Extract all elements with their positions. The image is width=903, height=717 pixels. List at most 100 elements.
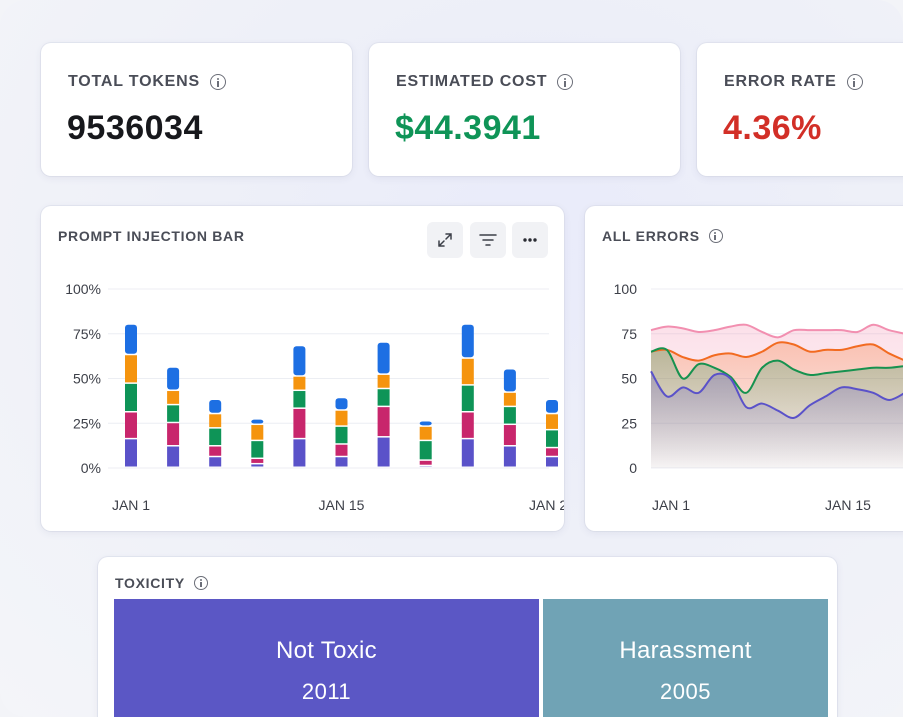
prompt-injection-panel: PROMPT INJECTION BAR 0% 25% 50% 75% 100% JAN … [41,206,564,531]
expand-button[interactable] [427,222,463,258]
bar-segment [546,399,558,413]
bar-segment [546,414,558,429]
kpi-total-tokens-label: TOTAL TOKENS [68,73,200,90]
kpi-error-rate-label: ERROR RATE [724,73,837,90]
toxicity-cell-harassment[interactable]: Harassment 2005 [543,599,828,717]
bar-segment [419,441,432,460]
all-errors-panel: ALL ERRORS 0 25 50 75 100 JAN 1 JAN 15 [585,206,903,531]
kpi-error-rate-label-row: ERROR RATE [724,73,863,91]
toxicity-cell-count: 2011 [301,679,352,704]
y-tick-label: 100% [65,281,101,297]
y-tick-label: 25 [621,415,637,431]
bar-segment [503,446,516,467]
bar-segment [209,428,222,446]
bar-segment [167,446,180,467]
bar-stack [335,398,348,467]
bar-segment [419,460,432,465]
y-tick-label: 100 [614,281,638,297]
toxicity-title-row: TOXICITY [115,575,208,591]
bar-segment [377,342,390,374]
bar-segment [293,346,306,376]
bar-segment [335,398,348,410]
bar-segment [461,358,474,385]
bar-stack [167,367,180,467]
info-icon[interactable] [557,74,574,90]
bar-segment [125,439,137,467]
x-tick-label: JAN 1 [652,497,690,513]
bar-segment [503,392,516,406]
bar-segment [209,414,222,428]
bar-segment [461,412,474,438]
bar-segment [377,374,390,388]
bar-stack [461,324,474,467]
bar-segment [251,459,264,463]
toxicity-panel: TOXICITY Not Toxic 2011 Harassment 2005 [98,557,837,717]
bar-segment [335,410,348,426]
bar-segment [167,423,180,446]
kpi-total-tokens-card: TOTAL TOKENS 9536034 [41,43,352,176]
bar-segment [546,430,558,447]
bar-segment [251,419,264,424]
y-tick-label: 50 [621,371,637,387]
kpi-estimated-cost-label: ESTIMATED COST [396,73,548,90]
bar-segment [125,412,137,438]
bar-segment [167,405,180,422]
bar-segment [461,324,474,358]
filter-button[interactable] [470,222,506,258]
bar-segment [377,407,390,437]
toxicity-cell-name: Not Toxic [276,637,377,664]
bar-segment [293,391,306,408]
series-line [650,341,903,362]
kpi-estimated-cost-card: ESTIMATED COST $44.3941 [369,43,680,176]
x-tick-label: JAN 28 [529,497,564,513]
toxicity-title: TOXICITY [115,575,185,591]
kpi-total-tokens-label-row: TOTAL TOKENS [68,73,226,91]
bar-segment [167,367,180,390]
bar-segment [209,399,222,413]
more-icon [523,238,537,242]
kpi-estimated-cost-value: $44.3941 [395,109,541,147]
y-tick-label: 0% [81,460,101,476]
bar-segment [335,444,348,456]
bar-segment [293,408,306,438]
prompt-injection-title: PROMPT INJECTION BAR [58,228,245,244]
all-errors-title: ALL ERRORS [602,228,700,244]
info-icon[interactable] [708,229,723,243]
bar-segment [125,355,137,383]
bar-segment [546,448,558,456]
bar-segment [377,437,390,467]
bar-stack [125,324,137,467]
bar-segment [419,426,432,440]
series-line [650,370,903,419]
bar-stack [251,419,264,467]
expand-icon [438,233,452,247]
bar-stack [503,369,516,467]
more-button[interactable] [512,222,548,258]
bar-segment [461,385,474,412]
x-tick-label: JAN 15 [825,497,871,513]
y-tick-label: 50% [73,371,101,387]
info-icon[interactable] [209,74,226,90]
all-errors-title-row: ALL ERRORS [602,228,723,244]
x-tick-label: JAN 1 [112,497,150,513]
bar-segment [251,464,264,467]
bar-stack [419,421,432,467]
bar-segment [377,389,390,406]
prompt-injection-title-row: PROMPT INJECTION BAR [58,228,245,244]
bar-segment [503,425,516,446]
series-line [650,347,903,394]
bar-stack [377,342,390,467]
info-icon[interactable] [193,576,208,590]
bar-stack [209,399,222,467]
toxicity-cell-not-toxic[interactable]: Not Toxic 2011 [114,599,539,717]
bar-segment [167,391,180,404]
y-tick-label: 75% [73,326,101,342]
info-icon[interactable] [846,74,863,90]
prompt-injection-chart: 0% 25% 50% 75% 100% JAN 1 JAN 15 JAN 28 [65,281,564,513]
y-tick-label: 25% [73,415,101,431]
y-tick-label: 75 [621,326,637,342]
bar-segment [546,457,558,467]
bar-segment [251,425,264,440]
toxicity-cell-count: 2005 [660,679,711,704]
